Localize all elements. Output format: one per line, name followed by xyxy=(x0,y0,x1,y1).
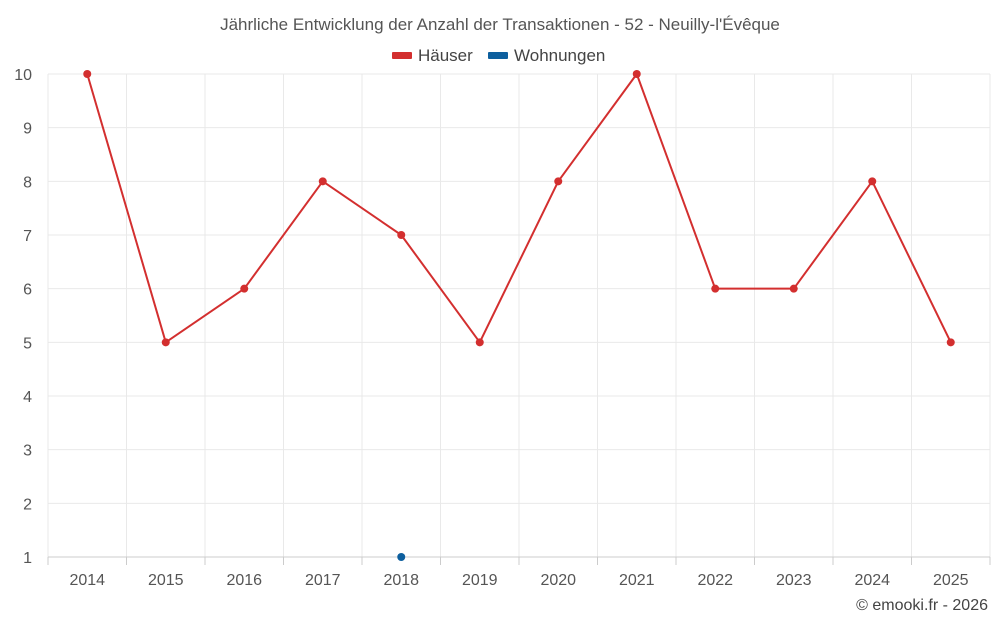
legend-label: Häuser xyxy=(418,46,473,65)
y-tick-label: 10 xyxy=(14,67,32,84)
data-point xyxy=(83,70,92,78)
data-point xyxy=(240,284,249,293)
y-tick-label: 5 xyxy=(23,335,32,352)
data-point xyxy=(397,231,406,239)
chart-title: Jährliche Entwicklung der Anzahl der Tra… xyxy=(220,15,780,34)
data-point xyxy=(868,177,877,186)
x-tick-label: 2023 xyxy=(776,572,812,589)
y-tick-label: 9 xyxy=(23,121,32,138)
y-tick-label: 4 xyxy=(23,389,32,406)
x-tick-label: 2024 xyxy=(854,572,890,589)
series-group xyxy=(83,70,955,561)
x-tick-label: 2025 xyxy=(933,572,969,589)
y-tick-label: 6 xyxy=(23,282,32,299)
data-point xyxy=(397,553,406,561)
y-axis: 1 2 3 4 5 6 7 8 9 10 xyxy=(14,67,32,567)
data-point xyxy=(475,338,484,347)
y-tick-label: 8 xyxy=(23,174,32,191)
x-tick-label: 2022 xyxy=(697,572,733,589)
legend-label: Wohnungen xyxy=(514,46,605,65)
credit-text: © emooki.fr - 2026 xyxy=(856,597,988,614)
y-tick-label: 2 xyxy=(23,496,32,513)
x-axis: 2014 2015 2016 2017 2018 2019 2020 2021 2022 2023… xyxy=(47,556,991,589)
x-tick-label: 2016 xyxy=(226,572,262,589)
data-point xyxy=(632,70,641,78)
data-point xyxy=(946,338,955,347)
data-point xyxy=(318,177,327,186)
grid xyxy=(47,73,991,557)
legend: Häuser Wohnungen xyxy=(392,46,605,65)
y-tick-label: 3 xyxy=(23,443,32,460)
data-point xyxy=(789,284,798,293)
data-point xyxy=(554,177,563,186)
legend-swatch xyxy=(488,52,508,59)
x-tick-label: 2018 xyxy=(383,572,419,589)
x-tick-label: 2014 xyxy=(69,572,105,589)
data-point xyxy=(161,338,170,347)
x-tick-label: 2020 xyxy=(540,572,576,589)
data-point xyxy=(711,284,720,293)
legend-swatch xyxy=(392,52,412,59)
x-tick-label: 2019 xyxy=(462,572,498,589)
x-tick-label: 2021 xyxy=(619,572,655,589)
y-tick-label: 1 xyxy=(23,550,32,567)
series-line xyxy=(86,73,952,344)
y-tick-label: 7 xyxy=(23,228,32,245)
x-tick-label: 2017 xyxy=(305,572,341,589)
x-tick-label: 2015 xyxy=(148,572,184,589)
